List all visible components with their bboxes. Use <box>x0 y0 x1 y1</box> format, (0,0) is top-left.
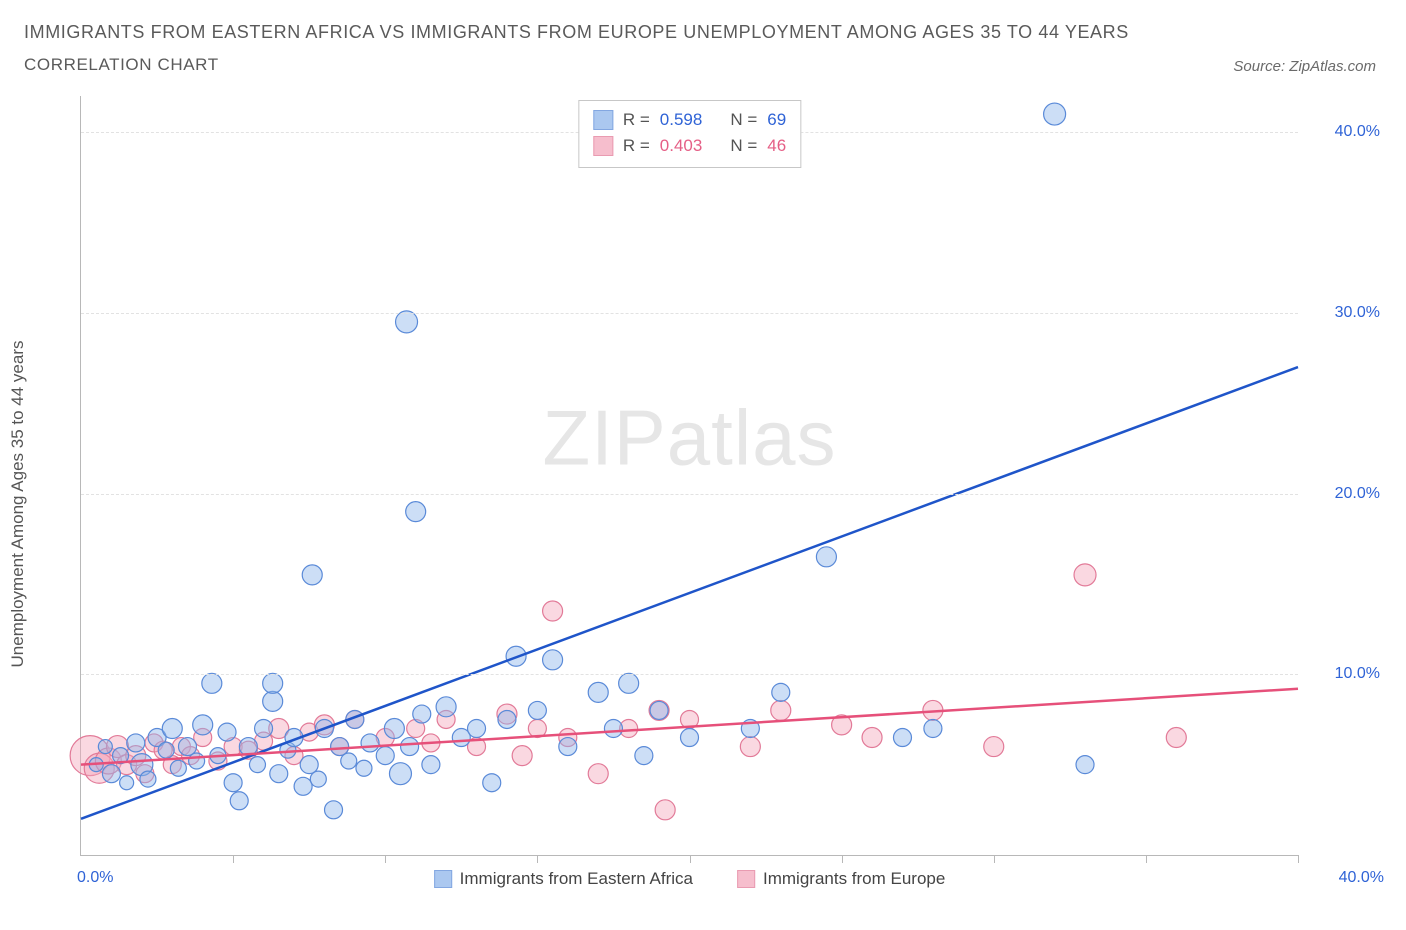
legend-item-series-a: Immigrants from Eastern Africa <box>434 869 693 889</box>
plot-area: R = 0.598 N = 69 R = 0.403 N = 46 ZIPatl… <box>80 96 1298 856</box>
y-tick-label: 30.0% <box>1308 304 1380 322</box>
swatch-series-b <box>593 136 613 156</box>
stats-row-series-b: R = 0.403 N = 46 <box>593 133 786 159</box>
source-attribution: Source: ZipAtlas.com <box>1233 58 1376 75</box>
gridline <box>81 674 1298 675</box>
x-tick <box>537 855 538 863</box>
swatch-series-a <box>434 870 452 888</box>
chart-container: Unemployment Among Ages 35 to 44 years R… <box>24 96 1388 912</box>
x-axis-max-label: 40.0% <box>1339 869 1384 887</box>
chart-header: Immigrants from Eastern Africa vs Immigr… <box>0 0 1406 75</box>
x-tick <box>385 855 386 863</box>
trend-lines-layer <box>81 96 1298 855</box>
stats-row-series-a: R = 0.598 N = 69 <box>593 107 786 133</box>
y-tick-label: 10.0% <box>1308 665 1380 683</box>
x-tick <box>1298 855 1299 863</box>
title-line-2: Correlation Chart <box>24 55 219 75</box>
gridline <box>81 494 1298 495</box>
x-tick <box>233 855 234 863</box>
title-line-1: Immigrants from Eastern Africa vs Immigr… <box>24 22 1382 43</box>
y-tick-label: 20.0% <box>1308 485 1380 503</box>
x-tick <box>994 855 995 863</box>
correlation-stats-box: R = 0.598 N = 69 R = 0.403 N = 46 <box>578 100 801 168</box>
bottom-legend: Immigrants from Eastern Africa Immigrant… <box>434 869 946 889</box>
legend-label-a: Immigrants from Eastern Africa <box>460 869 693 889</box>
swatch-series-a <box>593 110 613 130</box>
x-tick <box>1146 855 1147 863</box>
y-axis-label: Unemployment Among Ages 35 to 44 years <box>8 341 28 668</box>
trend-line <box>81 689 1298 765</box>
gridline <box>81 313 1298 314</box>
trend-line <box>81 367 1298 819</box>
x-tick <box>690 855 691 863</box>
legend-item-series-b: Immigrants from Europe <box>737 869 945 889</box>
x-tick <box>842 855 843 863</box>
y-tick-label: 40.0% <box>1308 123 1380 141</box>
swatch-series-b <box>737 870 755 888</box>
x-axis-origin-label: 0.0% <box>77 869 113 887</box>
legend-label-b: Immigrants from Europe <box>763 869 945 889</box>
